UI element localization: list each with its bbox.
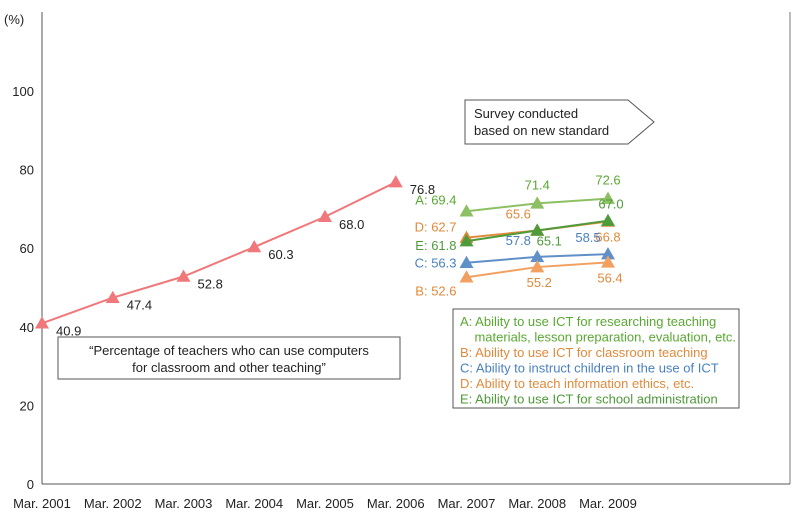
series-A-point-0 [459,204,474,217]
series-D-label-2: 66.8 [595,229,620,244]
old-series-label-5: 76.8 [410,182,435,197]
survey-callout: Survey conducted based on new standard [464,99,655,145]
y-tick-label-60: 60 [20,241,34,256]
legend-item-5: E: Ability to use ICT for school adminis… [460,392,718,407]
series-C-label-2: 58.5 [575,230,600,245]
series-A-point-2 [601,191,615,204]
old-series-label-3: 60.3 [268,247,293,262]
series-A-label-2: 72.6 [595,173,620,188]
old-series-point-0 [35,316,49,329]
x-tick-label-1: Mar. 2002 [84,496,142,511]
series-B-label-1: 55.2 [527,275,552,290]
x-tick-label-5: Mar. 2006 [367,496,425,511]
old-series-caption: “Percentage of teachers who can use comp… [57,336,401,380]
legend-item-1: materials, lesson preparation, evaluatio… [460,330,736,345]
legend-item-2: B: Ability to use ICT for classroom teac… [460,345,708,360]
y-tick-label-80: 80 [20,163,34,178]
old-series-point-5 [388,175,403,188]
series-C-point-1 [530,249,545,263]
old-series-point-3 [247,240,262,253]
old-series-line [41,181,397,325]
series-C-label-0: C: 56.3 [415,256,457,271]
legend-item-0: A: Ability to use ICT for researching te… [460,314,716,329]
caption-line-2: for classroom and other teaching” [132,360,326,375]
legend-items: A: Ability to use ICT for researching te… [460,314,736,407]
old-series-point-2 [176,269,191,282]
caption-box [57,336,401,380]
series-B-point-2 [601,255,615,268]
caption-line-1: “Percentage of teachers who can use comp… [89,343,369,358]
old-series-label-0: 40.9 [56,323,81,338]
series-C-point-2 [601,247,615,260]
x-tick-label-4: Mar. 2005 [296,496,354,511]
series-A-point-1 [530,196,545,209]
series-C-point-0 [459,255,474,268]
callout-arrow-shape [464,99,655,145]
series-E-point-0 [459,234,474,247]
series-B-point-1 [530,260,545,273]
old-standard-series: 40.9 47.4 52.8 60.3 68.0 76.8 [35,175,435,338]
x-tick-label-2: Mar. 2003 [155,496,213,511]
y-tick-label-40: 40 [20,320,34,335]
callout-line-2: based on new standard [474,123,609,138]
new-standard-series: A: 69.4 71.4 72.6 D: 62.7 65.6 66.8 E: 61.8 65.… [415,173,624,299]
series-E-label-1: 65.1 [537,234,562,249]
series-E-label-0: E: 61.8 [415,238,456,253]
x-tick-label-3: Mar. 2004 [225,496,283,511]
legend: A: Ability to use ICT for researching te… [452,308,740,409]
y-tick-label-20: 20 [20,398,34,413]
legend-item-4: D: Ability to teach information ethics, … [460,376,694,391]
x-tick-label-6: Mar. 2007 [438,496,496,511]
series-D-label-0: D: 62.7 [415,220,457,235]
legend-item-3: C: Ability to instruct children in the u… [460,361,719,376]
legend-box [452,308,740,409]
old-series-label-1: 47.4 [127,298,152,313]
x-tick-label-7: Mar. 2008 [508,496,566,511]
y-tick-labels: 0 20 40 60 80 100 [12,84,34,492]
series-E-point-2 [601,213,615,226]
old-series-label-2: 52.8 [198,276,223,291]
series-B-label-0: B: 52.6 [415,283,456,298]
x-tick-label-8: Mar. 2009 [579,496,637,511]
series-A-label-1: 71.4 [525,177,550,192]
series-E-label-2: 67.0 [598,197,623,212]
series-A-label-0: A: 69.4 [415,192,456,207]
series-B-label-2: 56.4 [597,270,622,285]
old-series-point-1 [105,290,120,303]
series-D-label-1: 65.6 [506,207,531,222]
y-unit-label: (%) [4,12,24,27]
x-tick-label-0: Mar. 2001 [13,496,71,511]
old-series-point-4 [318,209,332,223]
y-tick-label-100: 100 [12,84,34,99]
series-B-point-0 [459,270,474,283]
callout-line-1: Survey conducted [474,106,578,121]
series-C-label-1: 57.8 [506,233,531,248]
old-series-label-4: 68.0 [339,217,364,232]
series-E-point-1 [530,223,545,236]
y-tick-label-0: 0 [27,477,34,492]
x-tick-labels: Mar. 2001 Mar. 2002 Mar. 2003 Mar. 2004 Mar.… [13,496,637,511]
